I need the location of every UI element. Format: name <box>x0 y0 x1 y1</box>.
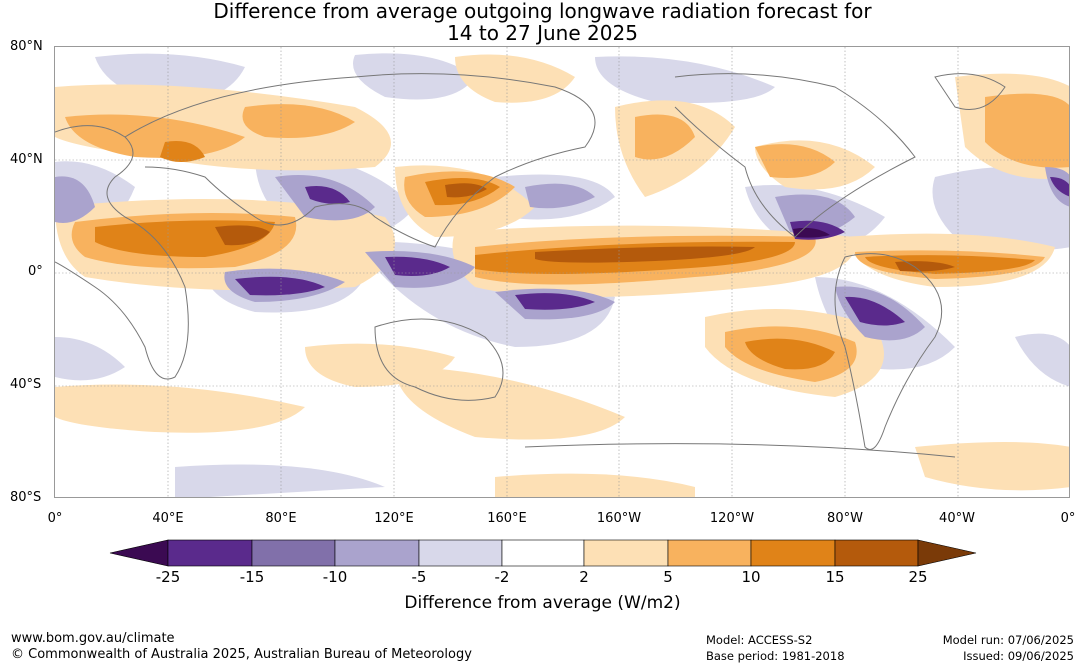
colorbar-tick: 5 <box>663 568 673 586</box>
map-title-line-2: 14 to 27 June 2025 <box>447 21 638 45</box>
x-tick-120w: 120°W <box>709 511 755 526</box>
anomaly-fill-brown <box>215 183 955 272</box>
colorbar-swatch-1 <box>167 539 253 567</box>
x-tick-80e: 80°E <box>265 511 297 526</box>
website-link[interactable]: www.bom.gov.au/climate <box>11 631 175 646</box>
colorbar-swatch-6 <box>583 539 669 567</box>
colorbar-swatch-5 <box>501 539 585 567</box>
colorbar-tick: 10 <box>741 568 761 586</box>
y-tick-equator: 0° <box>28 264 43 279</box>
x-tick-40w: 40°W <box>939 511 975 526</box>
x-tick-0-right: 0° <box>1060 511 1076 526</box>
model-run-date: Model run: 07/06/2025 <box>942 633 1074 647</box>
colorbar-tick: -25 <box>155 568 181 586</box>
x-tick-160w: 160°W <box>596 511 642 526</box>
olr-anomaly-map <box>54 46 1070 498</box>
colorbar-swatch-8 <box>750 539 836 567</box>
colorbar-swatch-3 <box>334 539 420 567</box>
colorbar-tick: 2 <box>579 568 589 586</box>
colorbar-tick: 15 <box>825 568 845 586</box>
x-tick-80w: 80°W <box>827 511 863 526</box>
colorbar <box>109 539 977 567</box>
colorbar-tick: -10 <box>322 568 348 586</box>
colorbar-tick: 25 <box>908 568 928 586</box>
map-canvas <box>55 47 1069 497</box>
copyright-text: © Commonwealth of Australia 2025, Austra… <box>11 647 472 662</box>
x-tick-160e: 160°E <box>487 511 527 526</box>
colorbar-max-arrow <box>917 539 977 567</box>
model-name: Model: ACCESS-S2 <box>706 633 813 647</box>
y-tick-40n: 40°N <box>10 152 43 167</box>
map-title-line-1: Difference from average outgoing longwav… <box>213 0 872 23</box>
issued-date: Issued: 09/06/2025 <box>963 649 1074 663</box>
y-tick-40s: 40°S <box>10 377 42 392</box>
colorbar-title: Difference from average (W/m2) <box>404 593 681 613</box>
coastlines <box>55 73 1006 458</box>
colorbar-swatch-9 <box>834 539 919 567</box>
y-tick-80s: 80°S <box>10 490 42 505</box>
colorbar-swatch-2 <box>251 539 336 567</box>
colorbar-tick: -15 <box>239 568 265 586</box>
colorbar-tick: -2 <box>494 568 510 586</box>
base-period: Base period: 1981-2018 <box>706 649 845 663</box>
x-tick-40e: 40°E <box>152 511 184 526</box>
colorbar-swatch-7 <box>667 539 752 567</box>
graticule <box>55 47 1069 497</box>
y-tick-80n: 80°N <box>10 39 43 54</box>
colorbar-swatch-4 <box>418 539 503 567</box>
x-tick-0: 0° <box>47 511 63 526</box>
colorbar-tick: -5 <box>411 568 427 586</box>
colorbar-min-arrow <box>109 539 169 567</box>
x-tick-120e: 120°E <box>374 511 414 526</box>
